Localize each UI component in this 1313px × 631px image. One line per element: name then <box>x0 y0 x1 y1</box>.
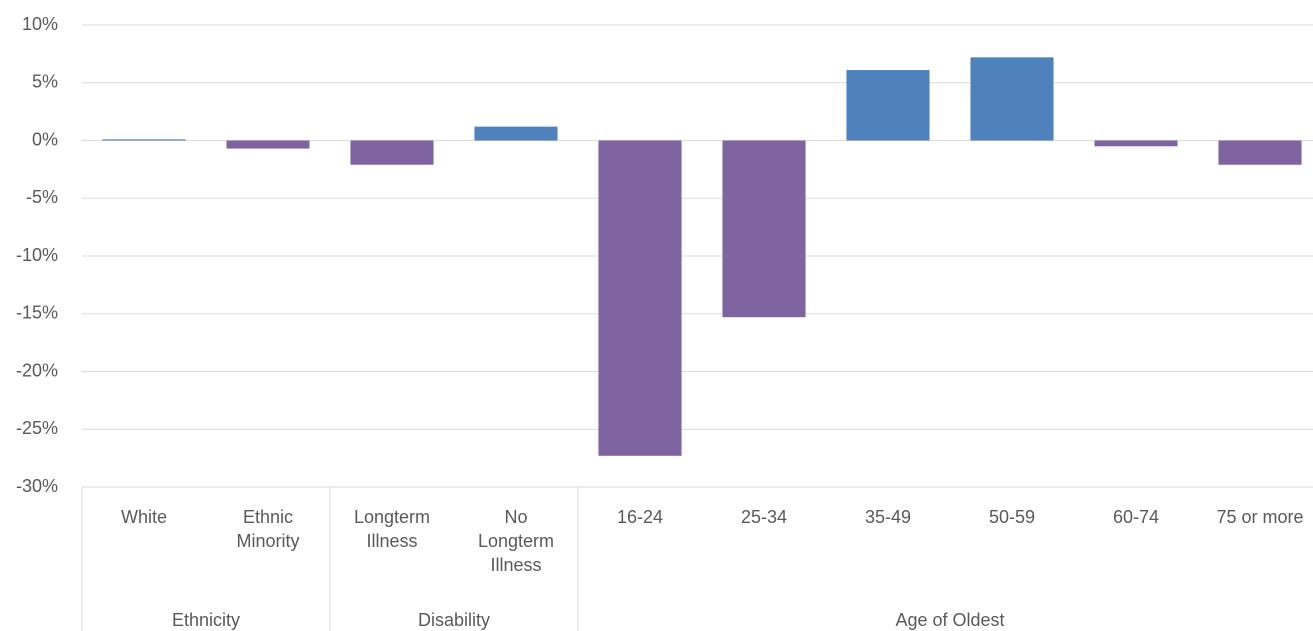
bar <box>722 140 806 318</box>
y-tick-label: -30% <box>16 476 58 496</box>
x-tick-label: 50-59 <box>988 507 1036 527</box>
x-tick-label: 25-34 <box>740 507 788 527</box>
x-tick-label: 60-74 <box>1112 507 1160 527</box>
bar <box>102 139 186 141</box>
bar <box>970 57 1054 141</box>
x-tick-label: 75 or more <box>1216 507 1304 527</box>
group-label: Age of Oldest <box>895 610 1005 630</box>
y-tick-label: -20% <box>16 360 58 380</box>
x-tick-label: Ethnic Minority <box>236 507 300 551</box>
y-tick-label: 10% <box>22 14 58 34</box>
bar <box>1094 140 1178 147</box>
y-tick-label: 0% <box>32 129 58 149</box>
x-tick-label: 16-24 <box>616 507 664 527</box>
y-tick-label: 5% <box>32 72 58 92</box>
x-tick-label: 35-49 <box>864 507 912 527</box>
bar <box>846 70 930 141</box>
bar <box>1218 140 1302 165</box>
y-tick-label: -15% <box>16 303 58 323</box>
y-tick-label: -10% <box>16 245 58 265</box>
y-tick-label: -25% <box>16 418 58 438</box>
x-tick-label: Longterm Illness <box>353 507 431 551</box>
bar <box>350 140 434 165</box>
group-label: Ethnicity <box>171 610 241 630</box>
bar <box>226 140 310 149</box>
x-tick-label: No Longterm Illness <box>477 507 555 575</box>
y-tick-label: -5% <box>26 187 58 207</box>
x-tick-label: White <box>120 507 167 527</box>
group-label: Disability <box>417 610 491 630</box>
bar <box>474 126 558 141</box>
bar <box>598 140 682 456</box>
